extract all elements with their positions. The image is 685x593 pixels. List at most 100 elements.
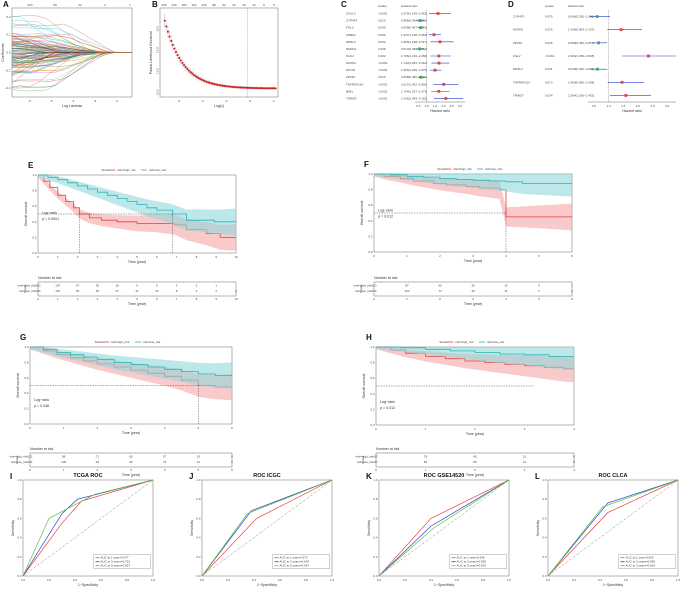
risk-low-cell-f: 103: [404, 289, 409, 293]
risk-x-tick-e: 9: [215, 297, 217, 301]
forest-header-p-d: pvalue: [545, 4, 554, 8]
km-x-tick-e: 2: [77, 255, 79, 259]
roc-x-tick-k: 0.6: [455, 578, 460, 582]
top-tick-b: 88: [212, 3, 216, 7]
top-tick-a: 59: [53, 3, 57, 7]
risk-x-tick-f: 3: [472, 297, 474, 301]
legend-low-e: risk=low_risk: [149, 168, 167, 172]
risk-low-cell-e: 18: [155, 289, 159, 293]
pvalue-e: p < 0.0001: [42, 217, 59, 221]
risk-x-tick-e: 6: [156, 297, 158, 301]
forest-hr-text-d: 2.364(1.456−3.838): [568, 54, 594, 58]
forest-hr-text-c: 1.726(1.216−2.450): [401, 54, 427, 58]
risk-low-cell-g: 121: [27, 460, 32, 464]
roc-y-tick-k: 0.8: [373, 497, 378, 501]
cv-point: [272, 87, 276, 90]
risk-high-cell-e: 107: [55, 284, 60, 288]
legend-high-h: risk=high_risk: [455, 340, 474, 344]
roc-y-tick-k: 0.4: [373, 536, 378, 540]
cv-point: [255, 87, 258, 90]
roc-legend-entry-i: AUC at 5 years=0.827: [101, 564, 131, 568]
legend-low-f: risk=low_risk: [485, 167, 503, 171]
legend-title-f: Strata: [437, 167, 445, 171]
cv-point: [187, 69, 190, 72]
forest-header-hr-d: Hazard ratio: [568, 4, 585, 8]
roc-y-tick-l: 0.2: [542, 555, 547, 559]
risk-x-tick-h: 0: [375, 468, 377, 472]
roc-x-tick-k: 0.4: [429, 578, 434, 582]
km-x-tick-g: 1: [63, 426, 65, 430]
risk-high-cell-g: 0: [231, 455, 233, 459]
roc-title-k: ROC GSE14520: [424, 473, 465, 479]
roc-y-tick-l: 0.4: [542, 536, 547, 540]
top-tick-b: 52: [222, 3, 226, 7]
forest-hr-text-c: 1.800(1.238−2.617): [401, 40, 427, 44]
cv-point: [171, 43, 174, 47]
forest-point-d: [595, 67, 599, 71]
km-curve-low-h: [376, 346, 574, 357]
forest-gene-c: NDRG1: [346, 47, 357, 51]
km-curve-low-e: [38, 174, 236, 223]
y-tick-a: 0.2: [6, 15, 11, 19]
roc-y-tick-i: 0.6: [17, 516, 22, 520]
km-x-tick-g: 2: [96, 426, 98, 430]
forest-gene-d: TNFRSF12A: [513, 80, 530, 84]
roc-y-label-j: Sensitivity: [190, 520, 194, 536]
km-x-tick-e: 3: [97, 255, 99, 259]
risk-low-cell-e: 95: [76, 289, 80, 293]
forest-hr-text-c: 1.500(1.200−1.875): [401, 68, 427, 72]
risk-low-cell-f: 73: [438, 289, 442, 293]
cv-point: [216, 83, 219, 86]
km-y-tick-e: 0.8: [32, 189, 37, 193]
roc-y-tick-j: 0.6: [196, 516, 201, 520]
cv-point: [197, 76, 200, 80]
risk-row-high-label-g: risk=high_risk: [10, 455, 29, 459]
km-y-label-g: Overall survival: [16, 373, 20, 398]
forest-gene-c: CXCL3: [346, 12, 356, 16]
forest-point-c: [436, 12, 440, 15]
km-curve-low-f: [374, 173, 572, 184]
risk-high-cell-e: 2: [196, 284, 198, 288]
roc-curve-k: [378, 479, 510, 577]
forest-hr-text-c: 1.734(1.267−2.373): [401, 89, 427, 93]
roc-y-tick-i: 0.4: [17, 536, 22, 540]
roc-curve-k: [378, 479, 510, 577]
legend-title-g: Strata: [95, 340, 103, 344]
panel-b-frame: [159, 7, 279, 98]
forest-hr-text-c: 0.638(0.467−0.871): [401, 26, 427, 30]
forest-point-c: [419, 75, 423, 79]
roc-y-tick-j: 1.0: [196, 478, 201, 482]
risk-x-tick-g: 1: [63, 468, 65, 472]
coef-path: [12, 52, 132, 62]
panel-label-h: H: [366, 333, 372, 342]
cv-point: [224, 85, 227, 88]
roc-y-tick-j: 0.0: [196, 574, 201, 578]
risk-row-low-label-e: risk=low_risk: [19, 289, 37, 293]
risk-x-tick-f: 0: [373, 297, 375, 301]
top-tick-b: 195: [181, 3, 186, 7]
forest-hr-text-c: 2.146(1.443−3.191): [401, 96, 427, 100]
km-x-label-h: Time (year): [466, 432, 484, 436]
lasso-paths: [11, 15, 132, 92]
roc-x-tick-k: 1.0: [507, 578, 512, 582]
km-x-tick-f: 4: [505, 254, 507, 258]
risk-frame-e: [37, 281, 237, 297]
forest-pvalue-d: 0.026: [545, 41, 553, 45]
forest-x-tick-c: 1.0: [425, 104, 430, 108]
km-x-tick-f: 6: [571, 254, 573, 258]
forest-pvalue-d: 0.031: [545, 67, 553, 71]
risk-x-tick-f: 2: [439, 297, 441, 301]
forest-x-tick-c: 2.0: [441, 104, 446, 108]
forest-point-c: [432, 33, 436, 37]
risk-low-cell-e: 3: [196, 289, 198, 293]
roc-y-label-l: Sensitivity: [536, 520, 540, 536]
km-x-tick-e: 9: [215, 255, 217, 259]
roc-legend-entry-l: AUC at 3 years=0.614: [626, 564, 656, 568]
forest-pvalue-d: <0.001: [545, 54, 555, 58]
risk-x-tick-g: 4: [164, 468, 166, 472]
risk-high-cell-e: 9: [136, 284, 138, 288]
risk-frame-h: [375, 452, 575, 468]
forest-pvalue-c: 0.005: [378, 26, 386, 30]
cv-point: [223, 84, 226, 88]
pvalue-g: p = 0.046: [34, 404, 49, 408]
